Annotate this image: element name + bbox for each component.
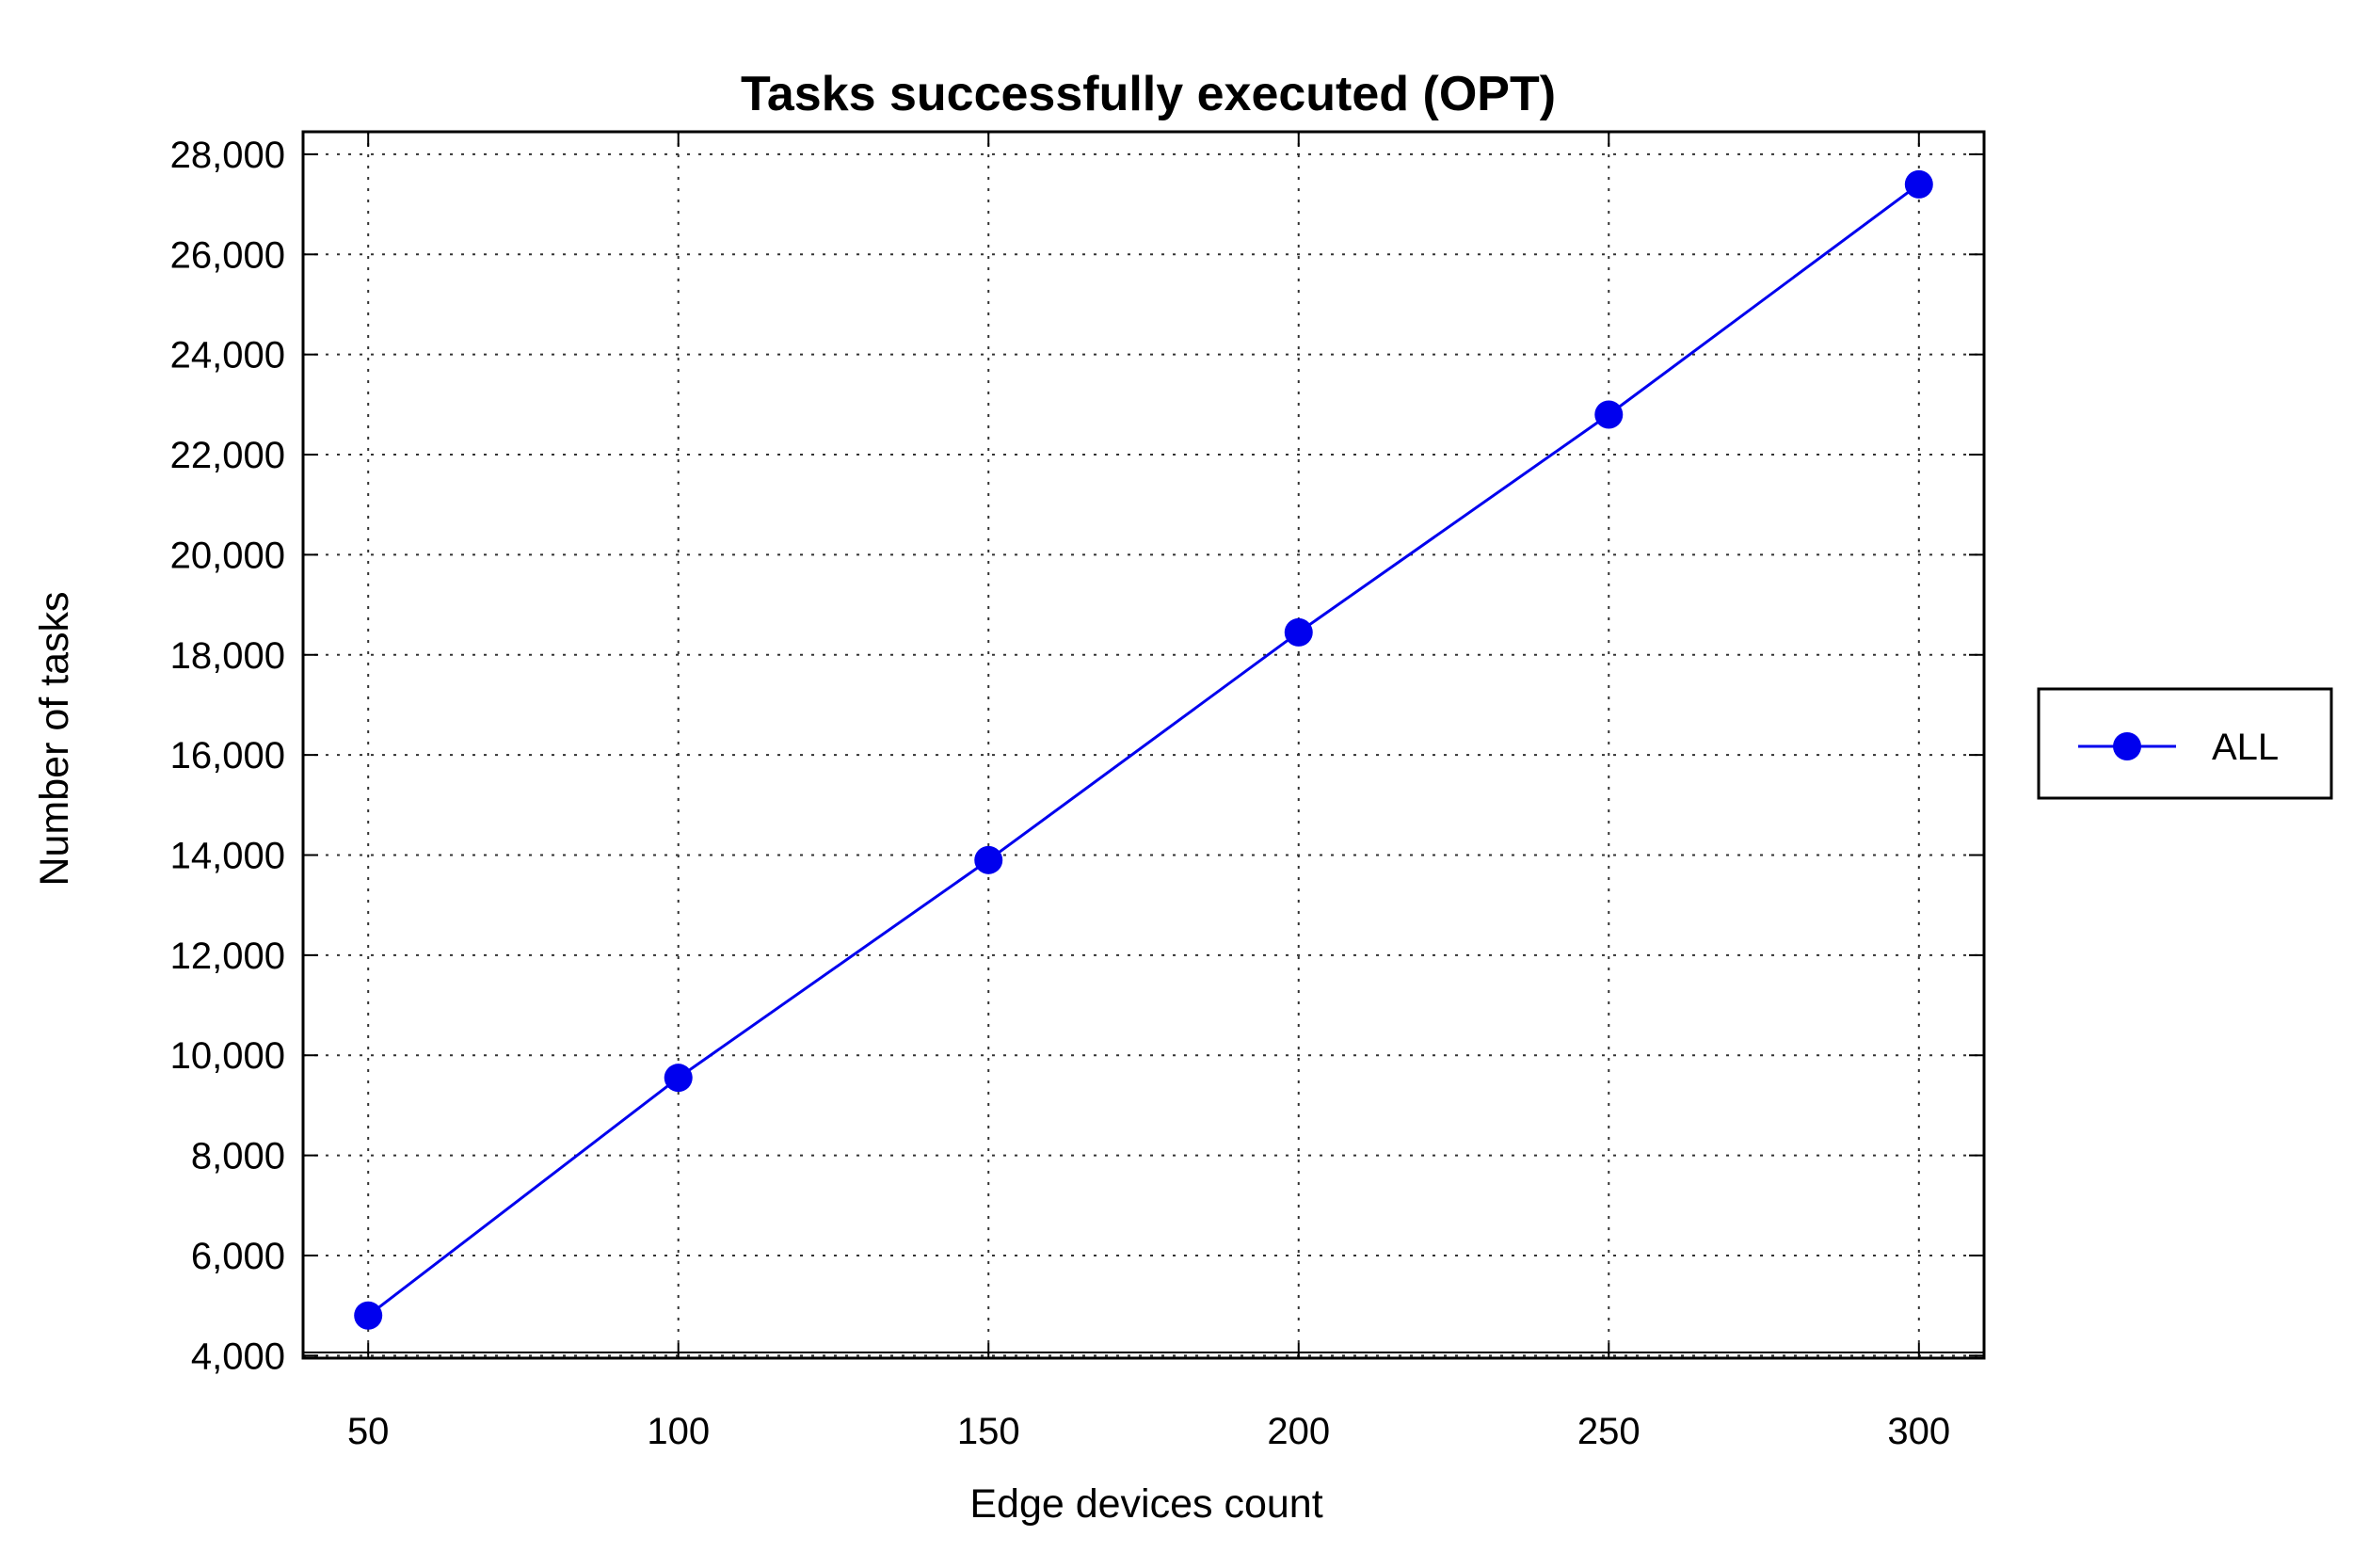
legend-label: ALL <box>2212 727 2279 768</box>
data-point <box>664 1064 693 1093</box>
legend: ALL <box>2037 687 2333 800</box>
y-tick-label: 10,000 <box>170 1035 285 1077</box>
x-tick-label: 150 <box>957 1411 1020 1452</box>
y-tick-label: 12,000 <box>170 936 285 977</box>
x-tick-label: 250 <box>1577 1411 1641 1452</box>
legend-box <box>2037 687 2333 800</box>
data-point <box>974 845 1003 874</box>
x-tick-label: 100 <box>647 1411 710 1452</box>
y-tick-label: 22,000 <box>170 435 285 476</box>
y-tick-label: 16,000 <box>170 735 285 776</box>
y-tick-label: 18,000 <box>170 635 285 677</box>
y-tick-label: 20,000 <box>170 535 285 576</box>
y-tick-label: 8,000 <box>191 1136 285 1177</box>
series-layer <box>354 169 1933 1330</box>
series-line <box>367 183 1920 1317</box>
y-tick-label: 4,000 <box>191 1336 285 1377</box>
data-point <box>1904 169 1933 199</box>
y-tick-label: 28,000 <box>170 135 285 176</box>
y-tick-labels: 4,000 6,000 8,000 10,000 12,000 14,000 16,000 1… <box>170 135 285 1377</box>
y-tick-label: 26,000 <box>170 234 285 276</box>
grid <box>303 132 1984 1358</box>
chart-title: Tasks successfully executed (OPT) <box>741 67 1556 121</box>
x-tick-label: 50 <box>347 1411 390 1452</box>
axis-ticks <box>303 132 1984 1358</box>
legend-marker <box>2113 732 2141 760</box>
data-point <box>1284 617 1313 647</box>
plot-frame <box>301 130 1986 1360</box>
x-tick-label: 300 <box>1887 1411 1950 1452</box>
y-tick-label: 14,000 <box>170 836 285 877</box>
x-axis-title: Edge devices count <box>969 1481 1322 1527</box>
y-tick-label: 6,000 <box>191 1236 285 1277</box>
y-axis-title: Number of tasks <box>32 591 77 886</box>
x-tick-labels: 50 100 150 200 250 300 <box>347 1411 1950 1452</box>
y-tick-label: 24,000 <box>170 335 285 376</box>
x-tick-label: 200 <box>1267 1411 1330 1452</box>
data-point <box>354 1301 383 1330</box>
data-point <box>1594 400 1624 429</box>
